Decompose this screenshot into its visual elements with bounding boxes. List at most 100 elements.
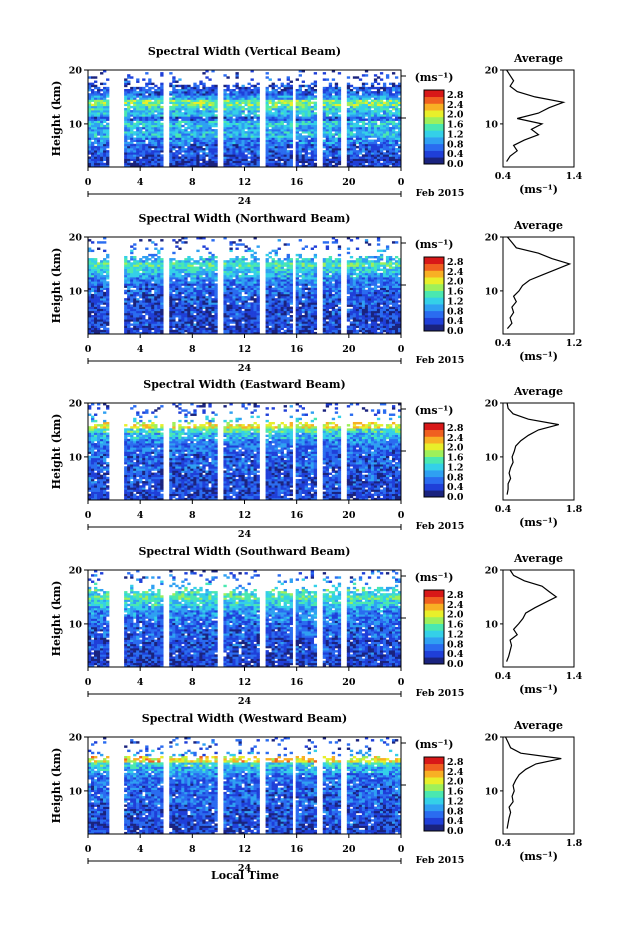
heatmap-cell: [91, 120, 95, 124]
heatmap-cell: [184, 137, 188, 140]
heatmap-cell: [247, 114, 251, 117]
heatmap-cell: [142, 158, 146, 161]
heatmap-cell: [142, 133, 146, 136]
colorbar-tick-label: 0.0: [447, 159, 464, 170]
heatmap-cell: [181, 118, 185, 121]
heatmap-cell: [130, 272, 134, 276]
heatmap-cell: [226, 281, 230, 284]
heatmap-cell: [331, 88, 336, 92]
colorbar-unit: (ms⁻¹): [415, 71, 454, 84]
heatmap-cell: [355, 122, 360, 126]
heatmap-cell: [271, 93, 275, 96]
heatmap-cell: [391, 150, 396, 153]
heatmap-cell: [358, 129, 363, 132]
heatmap-cell: [325, 154, 330, 157]
heatmap-cell: [376, 88, 381, 92]
heatmap-cell: [367, 141, 372, 145]
heatmap-cell: [385, 137, 390, 140]
heatmap-cell: [124, 291, 128, 295]
heatmap-cell: [346, 135, 351, 138]
heatmap-cell: [106, 298, 110, 301]
heatmap-cell: [139, 302, 143, 305]
heatmap-cell: [238, 329, 242, 333]
heatmap-cell: [214, 260, 218, 263]
heatmap-cell: [154, 139, 158, 142]
heatmap-cell: [214, 315, 218, 318]
heatmap-cell: [382, 105, 387, 109]
heatmap-cell: [208, 298, 212, 301]
heatmap-cell: [385, 88, 390, 92]
heatmap-cell: [298, 139, 302, 142]
heatmap-cell: [178, 103, 182, 107]
heatmap-cell: [154, 99, 158, 102]
heatmap-cell: [253, 97, 257, 100]
heatmap-cell: [187, 120, 191, 124]
heatmap-cell: [124, 97, 128, 100]
heatmap-cell: [277, 139, 281, 142]
heatmap-cell: [214, 162, 218, 166]
heatmap-cell: [211, 139, 215, 142]
heatmap-cell: [157, 164, 161, 168]
heatmap-cell: [232, 114, 236, 117]
heatmap-cell: [271, 105, 275, 109]
heatmap-cell: [325, 78, 330, 81]
heatmap-cell: [247, 112, 251, 115]
heatmap-cell: [181, 131, 185, 134]
heatmap-cell: [361, 101, 366, 105]
heatmap-cell: [175, 164, 179, 168]
heatmap-cell: [136, 133, 140, 136]
heatmap-cell: [172, 145, 176, 149]
heatmap-cell: [127, 114, 131, 117]
heatmap-cell: [361, 122, 366, 126]
heatmap-cell: [286, 162, 290, 166]
heatmap-cell: [241, 298, 245, 301]
heatmap-cell: [295, 93, 299, 96]
heatmap-cell: [247, 129, 251, 132]
heatmap-cell: [211, 156, 215, 159]
heatmap-cell: [283, 86, 287, 90]
heatmap-cell: [130, 300, 134, 303]
heatmap-cell: [130, 120, 134, 124]
heatmap-cell: [268, 124, 272, 128]
heatmap-cell: [307, 86, 312, 90]
heatmap-cell: [391, 139, 396, 142]
heatmap-cell: [214, 103, 218, 107]
heatmap-cell: [202, 101, 206, 105]
heatmap-cell: [100, 287, 104, 291]
heatmap-cell: [145, 308, 149, 312]
heatmap-cell: [214, 114, 218, 117]
heatmap-cell: [358, 137, 363, 140]
heatmap-cell: [346, 129, 351, 132]
heatmap-cell: [133, 300, 137, 303]
heatmap-cell: [277, 135, 281, 138]
heatmap-cell: [352, 148, 357, 151]
heatmap-cell: [148, 300, 152, 303]
heatmap-cell: [358, 139, 363, 142]
heatmap-cell: [223, 124, 227, 128]
heatmap-cell: [226, 262, 230, 265]
heatmap-cell: [157, 129, 161, 132]
heatmap-cell: [160, 150, 164, 153]
heatmap-cell: [355, 114, 360, 117]
heatmap-cell: [100, 107, 104, 111]
heatmap-cell: [373, 124, 378, 128]
heatmap-cell: [379, 131, 384, 134]
heatmap-cell: [244, 101, 248, 105]
heatmap-cell: [97, 97, 101, 100]
heatmap-cell: [346, 110, 351, 113]
heatmap-cell: [145, 325, 149, 328]
heatmap-cell: [151, 272, 155, 276]
heatmap-cell: [283, 131, 287, 134]
heatmap-cell: [97, 129, 101, 132]
heatmap-cell: [136, 150, 140, 153]
heatmap-cell: [130, 135, 134, 138]
heatmap-cell: [328, 99, 333, 102]
heatmap-cell: [97, 137, 101, 140]
heatmap-cell: [394, 110, 399, 113]
heatmap-cell: [244, 296, 248, 299]
heatmap-cell: [88, 101, 92, 105]
heatmap-cell: [208, 154, 212, 157]
heatmap-cell: [391, 145, 396, 149]
heatmap-cell: [334, 148, 339, 151]
heatmap-cell: [328, 86, 333, 90]
